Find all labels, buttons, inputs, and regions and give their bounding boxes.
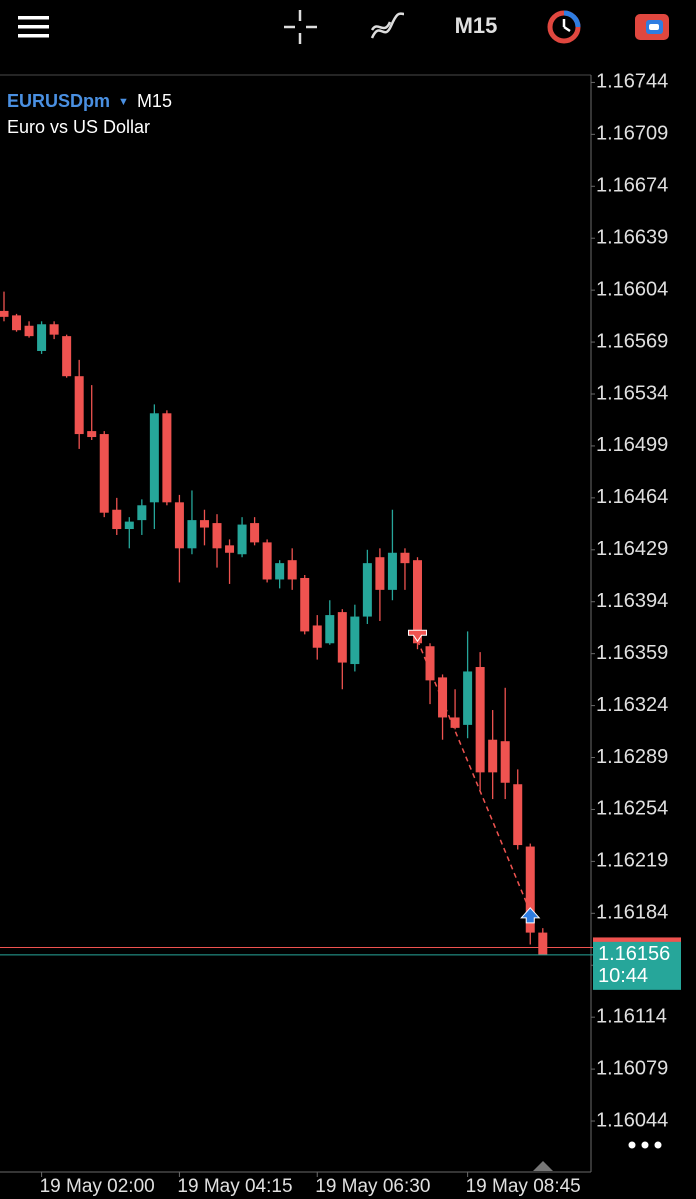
y-tick-label: 1.16254 [596, 798, 668, 820]
candle-body [137, 505, 147, 521]
last-price-label: 1.16156 [598, 943, 670, 965]
candle-body [112, 509, 122, 530]
indicators-button[interactable] [370, 12, 405, 39]
sell-arrow [407, 629, 427, 643]
candle-body [450, 717, 460, 728]
candle-body [488, 739, 498, 773]
candle-body [187, 520, 197, 549]
candle-body [174, 502, 184, 549]
candle-body [12, 315, 22, 331]
candle-body [74, 376, 84, 435]
candle-body [199, 520, 209, 528]
candle-body [87, 431, 97, 438]
trade-line [416, 640, 531, 913]
candle-body [400, 552, 410, 564]
y-tick-label: 1.16394 [596, 590, 668, 612]
y-tick-label: 1.16604 [596, 278, 668, 300]
candle-body [287, 560, 297, 580]
y-tick-label: 1.16464 [596, 486, 668, 508]
y-tick-label: 1.16289 [596, 746, 668, 768]
candle-body [350, 616, 360, 665]
candle-body [62, 336, 72, 377]
buy-arrow [520, 907, 541, 924]
candle-body [37, 324, 47, 351]
candle-body [513, 784, 523, 846]
y-tick-label: 1.16569 [596, 330, 668, 352]
candle-body [375, 557, 385, 590]
candle-body [425, 646, 435, 681]
candle-body [362, 563, 372, 617]
more-button[interactable] [628, 1141, 662, 1149]
candle-body [525, 846, 535, 933]
dropdown-icon[interactable]: ▼ [118, 96, 129, 108]
candle-body [225, 545, 235, 553]
crosshair-button[interactable] [284, 10, 317, 44]
y-tick-label: 1.16219 [596, 850, 668, 872]
x-tick-label: 19 May 04:15 [177, 1176, 292, 1197]
symbol-header: EURUSDpm ▼ M15 [7, 91, 172, 111]
trade-button[interactable] [547, 10, 581, 44]
one-click-button[interactable] [635, 14, 669, 40]
x-tick-label: 19 May 08:45 [466, 1176, 581, 1197]
candle-body [500, 741, 510, 783]
candle-body [325, 615, 335, 644]
candle-body [312, 625, 322, 648]
candle-body [387, 552, 397, 590]
candle-body [212, 523, 222, 549]
y-tick-label: 1.16079 [596, 1057, 668, 1079]
candle-body [538, 932, 548, 955]
candle-body [0, 310, 9, 317]
y-tick-label: 1.16744 [596, 71, 668, 93]
y-tick-label: 1.16359 [596, 642, 668, 664]
candle-body [300, 577, 310, 632]
timeframe-button[interactable]: M15 [455, 13, 498, 38]
candle-body [162, 413, 172, 503]
y-tick-label: 1.16499 [596, 434, 668, 456]
candle-body [463, 671, 473, 725]
y-tick-label: 1.16324 [596, 694, 668, 716]
scroll-marker[interactable] [533, 1161, 553, 1171]
y-tick-label: 1.16534 [596, 382, 668, 404]
candle-body [99, 434, 109, 513]
y-tick-label: 1.16114 [596, 1005, 667, 1027]
candle-body [237, 524, 247, 555]
y-tick-label: 1.16709 [596, 123, 668, 145]
y-tick-label: 1.16674 [596, 175, 668, 197]
y-tick-label: 1.16044 [596, 1109, 668, 1131]
candle-body [412, 560, 422, 644]
candle-body [250, 523, 260, 543]
candle-body [337, 612, 347, 663]
x-tick-label: 19 May 06:30 [315, 1176, 430, 1197]
candle-body [262, 542, 272, 580]
candle-body [24, 325, 34, 337]
symbol-name[interactable]: EURUSDpm [7, 91, 110, 111]
last-price-box [593, 941, 681, 990]
y-tick-label: 1.16429 [596, 538, 668, 560]
x-tick-label: 19 May 02:00 [40, 1176, 155, 1197]
candle-body [438, 677, 448, 718]
candle-body [149, 413, 159, 503]
bar-countdown: 10:44 [598, 965, 648, 987]
menu-button[interactable] [18, 16, 49, 38]
candle-body [475, 667, 485, 773]
y-tick-label: 1.16184 [596, 902, 668, 924]
symbol-description: Euro vs US Dollar [7, 117, 150, 137]
symbol-timeframe: M15 [137, 91, 172, 111]
candle-body [124, 521, 134, 530]
candle-body [49, 324, 59, 335]
y-tick-label: 1.16639 [596, 226, 668, 248]
candle-body [275, 563, 285, 580]
